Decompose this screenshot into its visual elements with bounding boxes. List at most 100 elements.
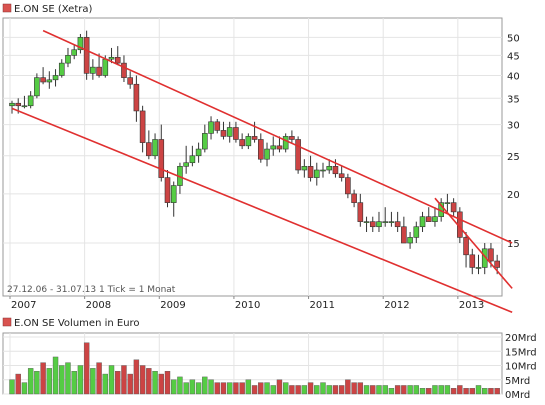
x-tick-label: 2009 — [160, 300, 185, 311]
volume-bar — [475, 385, 482, 395]
candle — [133, 75, 140, 122]
candle — [425, 207, 432, 222]
candle-body — [233, 127, 239, 140]
volume-y-tick-label: 0Mrd — [505, 390, 530, 401]
candle-body — [164, 177, 171, 203]
candle-body — [338, 173, 345, 178]
candle — [264, 142, 270, 167]
candle — [382, 207, 389, 227]
candle-body — [183, 162, 189, 167]
candle — [413, 221, 420, 244]
candle-body — [463, 237, 469, 256]
candle — [376, 211, 382, 232]
candle-body — [146, 142, 152, 157]
price-plot-frame — [2, 17, 503, 297]
volume-bar — [295, 385, 301, 395]
candle — [108, 47, 115, 64]
volume-bar — [289, 385, 295, 395]
volume-bar — [457, 385, 463, 395]
volume-bar — [83, 342, 90, 395]
volume-bar — [121, 365, 127, 395]
volume-bar — [388, 388, 395, 395]
candle-body — [332, 166, 339, 175]
x-tick-label: 2013 — [459, 300, 484, 311]
candle — [270, 136, 277, 156]
volume-bar — [407, 385, 413, 395]
price-y-tick-label: 35 — [507, 94, 520, 105]
volume-bar — [264, 382, 270, 395]
price-legend-swatch — [2, 3, 12, 13]
candle-body — [475, 267, 482, 269]
trendlines — [11, 29, 513, 314]
candle-body — [220, 130, 227, 137]
volume-legend-swatch — [2, 317, 12, 327]
volume-bar — [488, 388, 494, 395]
volume-bar — [139, 365, 146, 395]
volume-bar — [21, 382, 28, 395]
price-y-tick-label: 30 — [507, 121, 520, 132]
price-x-axis: 2007 2008 2009 2010 2011 2012 2013 — [9, 296, 484, 311]
volume-bar — [282, 382, 289, 395]
volume-bar — [482, 388, 488, 395]
candle-body — [15, 102, 22, 107]
candle-body — [257, 139, 264, 160]
candle — [164, 170, 171, 208]
volume-y-tick-label: 5Mrd — [505, 376, 530, 387]
volume-bar — [171, 379, 177, 395]
x-tick-label: 2008 — [86, 300, 111, 311]
candle — [407, 231, 413, 249]
candle-body — [46, 79, 53, 83]
candle — [121, 55, 127, 83]
candle — [295, 136, 301, 174]
candle-body — [65, 55, 71, 64]
candle — [326, 159, 333, 174]
candle — [301, 159, 308, 178]
volume-bar — [214, 382, 220, 395]
volume-bar — [90, 368, 96, 395]
volume-legend-label: E.ON SE Volumen in Euro — [14, 318, 140, 329]
candle-body — [376, 221, 382, 228]
volume-bar — [345, 379, 351, 395]
price-y-axis: 15 20 25 30 35 40 45 50 — [507, 33, 520, 250]
candle — [450, 198, 457, 217]
volume-bar — [326, 385, 332, 395]
candles — [9, 30, 500, 275]
candle-body — [369, 221, 376, 228]
candle — [208, 116, 214, 140]
candle — [469, 248, 476, 275]
candle — [233, 121, 239, 143]
volume-bar — [27, 368, 34, 395]
candle-body — [307, 166, 314, 178]
volume-bar — [233, 382, 239, 395]
candle — [394, 211, 401, 232]
volume-bar — [183, 382, 189, 395]
candle — [202, 124, 208, 153]
candle-body — [208, 121, 214, 134]
candle — [189, 145, 196, 167]
volume-bar — [115, 371, 121, 395]
candle-body — [214, 121, 221, 131]
candle — [96, 53, 102, 78]
volume-bar — [301, 385, 308, 395]
volume-bars — [9, 342, 500, 395]
candle-body — [121, 62, 127, 78]
price-y-tick-label: 20 — [507, 190, 520, 201]
volume-bar — [419, 388, 426, 395]
volume-bar — [307, 382, 314, 395]
candle-body — [320, 169, 326, 172]
candle — [146, 130, 152, 160]
candle-body — [58, 62, 65, 76]
candle — [307, 155, 314, 182]
volume-bar — [77, 365, 84, 395]
volume-bar — [444, 385, 451, 395]
volume-bar — [463, 388, 469, 395]
candle — [158, 124, 165, 182]
candle-body — [202, 133, 208, 150]
volume-bar — [338, 385, 345, 395]
candle-body — [133, 83, 140, 112]
candle — [245, 133, 252, 150]
range-annotation: 27.12.06 - 31.07.13 1 Tick = 1 Monat — [7, 285, 176, 295]
